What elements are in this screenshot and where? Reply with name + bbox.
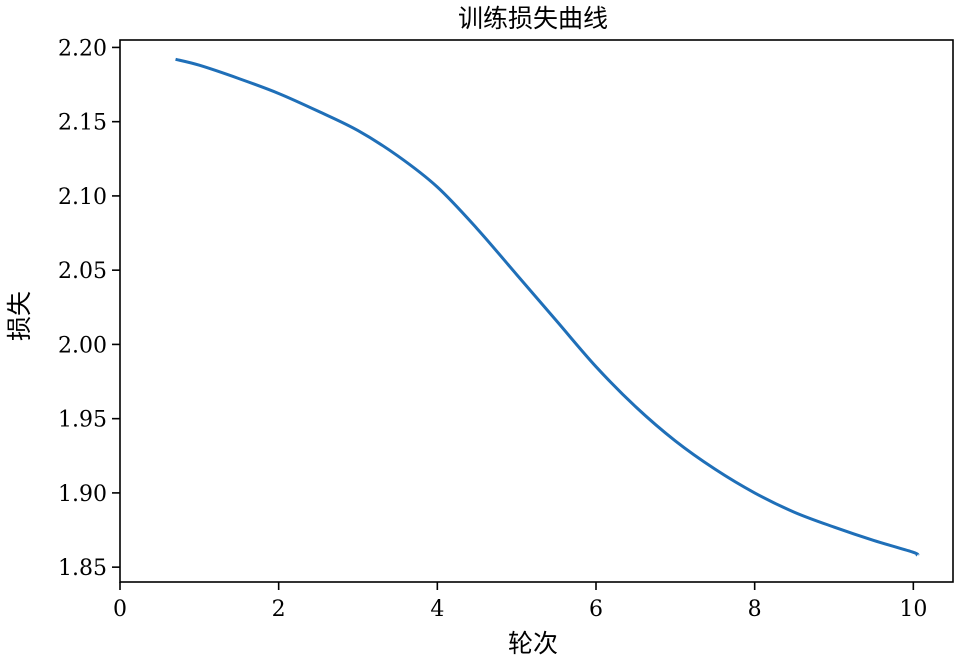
y-tick-label: 2.00: [58, 333, 107, 358]
x-tick-label: 0: [113, 597, 127, 622]
y-axis: 1.85 1.90 1.95 2.00 2.05 2.10 2.15 2.20: [58, 36, 120, 581]
x-tick-label: 6: [589, 597, 603, 622]
y-tick-label: 2.15: [58, 111, 107, 136]
y-tick-label: 1.95: [58, 408, 107, 433]
x-tick-label: 8: [748, 597, 762, 622]
y-tick-label: 1.90: [58, 482, 107, 507]
chart-title: 训练损失曲线: [458, 4, 608, 33]
loss-series-line: [175, 57, 920, 557]
x-axis-title: 轮次: [508, 629, 558, 658]
series-layer: [175, 57, 920, 557]
x-axis: 0 2 4 6 8 10: [113, 582, 927, 622]
y-axis-title: 损失: [5, 291, 34, 341]
y-tick-label: 2.05: [58, 259, 107, 284]
y-tick-label: 2.20: [58, 36, 107, 61]
x-tick-label: 10: [899, 597, 927, 622]
y-tick-label: 1.85: [58, 556, 107, 581]
x-tick-label: 4: [430, 597, 444, 622]
x-tick-label: 2: [272, 597, 286, 622]
y-tick-label: 2.10: [58, 185, 107, 210]
plot-frame: [119, 39, 954, 583]
